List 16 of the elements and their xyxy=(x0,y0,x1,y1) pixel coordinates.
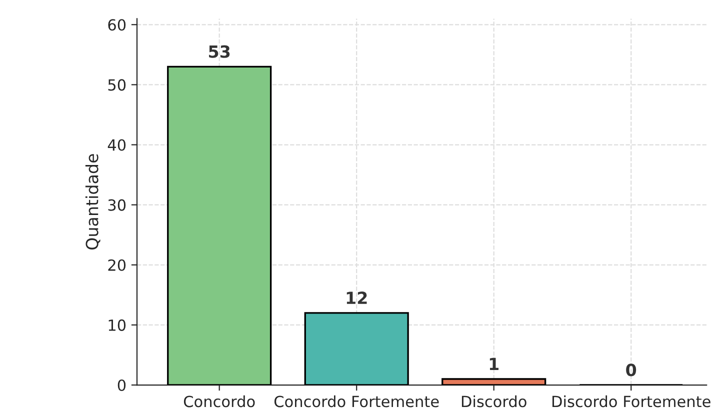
y-axis-title: Quantidade xyxy=(85,154,100,250)
y-tick-label: 10 xyxy=(108,319,126,331)
x-tick-label: Discordo xyxy=(462,395,526,408)
y-tick-label: 0 xyxy=(118,379,126,392)
y-tick-label: 20 xyxy=(108,259,126,271)
data-label: 1 xyxy=(490,358,498,370)
x-tick-label: Concordo Fortemente xyxy=(274,395,439,408)
data-label: 12 xyxy=(346,292,367,304)
y-tick-label: 60 xyxy=(108,19,126,31)
y-tick-label: 40 xyxy=(108,139,126,151)
data-label: 0 xyxy=(626,364,636,376)
y-tick-label: 30 xyxy=(108,199,126,211)
x-tick-label: Discordo Fortemente xyxy=(552,395,710,408)
data-label: 53 xyxy=(209,45,230,58)
y-tick-label: 50 xyxy=(108,79,126,91)
x-tick-label: Concordo xyxy=(184,395,255,408)
